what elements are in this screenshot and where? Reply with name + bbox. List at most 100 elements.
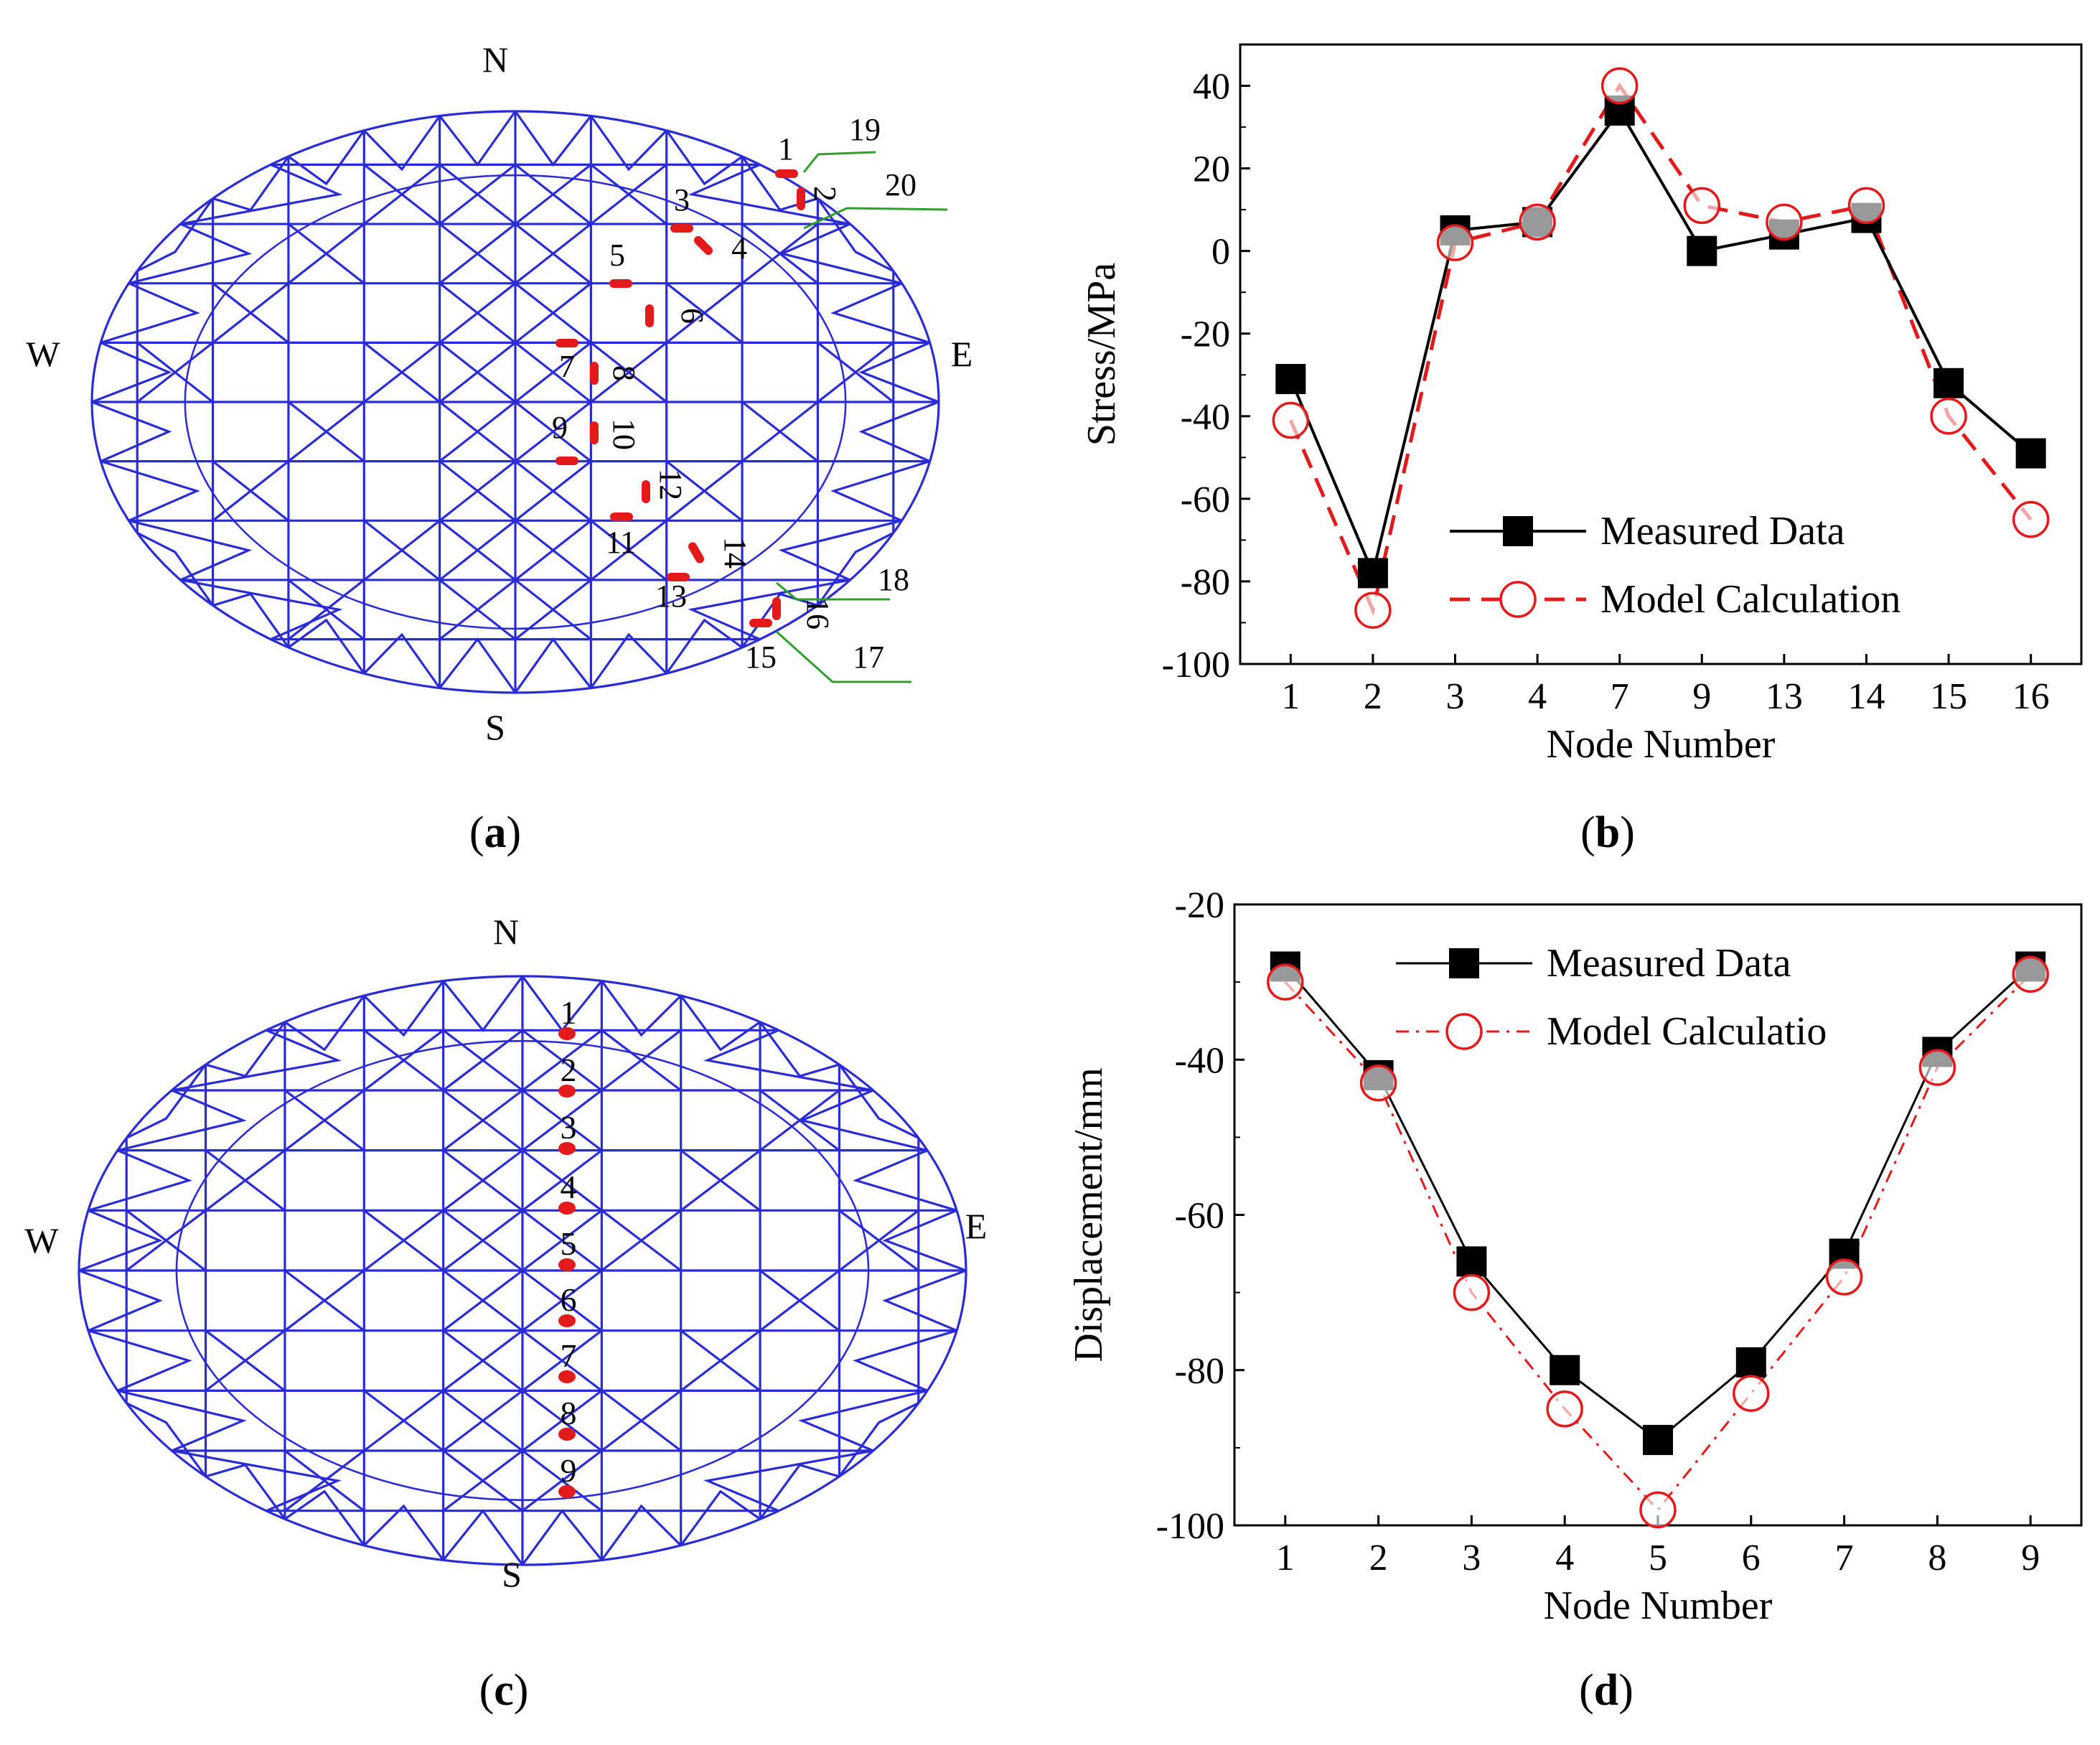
grid-web-member xyxy=(522,1329,603,1392)
stress-node-label: 5 xyxy=(609,238,625,273)
stress-gauge-marker xyxy=(610,513,633,521)
x-tick-label: 8 xyxy=(1928,1538,1946,1578)
y-tick-label: -20 xyxy=(1181,314,1230,355)
y-tick-label: -100 xyxy=(1162,645,1230,686)
stress-node-label: 13 xyxy=(655,579,687,614)
measured-point xyxy=(1550,1355,1580,1385)
grid-edge-member xyxy=(882,1209,967,1272)
y-tick-label: -20 xyxy=(1175,885,1224,926)
grid-web-member xyxy=(601,1390,682,1452)
measured-point xyxy=(1275,364,1306,395)
displacement-node-marker xyxy=(558,1314,576,1327)
stress-gauge-marker xyxy=(645,304,654,327)
model-point xyxy=(1354,591,1392,629)
grid-c-annotations: 1 2 3 4 5 6 7 8 9 xyxy=(558,994,577,1498)
displacement-node-label: 2 xyxy=(561,1052,577,1088)
x-tick-label: 1 xyxy=(1281,676,1300,717)
grid-edge-member xyxy=(100,282,200,344)
stress-gauge-marker xyxy=(772,597,781,620)
compass-south-a: S xyxy=(485,707,505,747)
measured-point xyxy=(1933,368,1964,398)
model-point xyxy=(1918,1049,1956,1086)
x-tick-label: 13 xyxy=(1766,676,1803,717)
grid-web-member xyxy=(363,342,441,403)
legend-measured-marker xyxy=(1503,516,1533,546)
measured-point xyxy=(2015,438,2046,469)
grid-edge-member xyxy=(442,976,524,1032)
grid-inner-ring xyxy=(184,174,847,630)
grid-edge-member xyxy=(439,637,517,693)
panel-label-a: (a) xyxy=(469,808,521,857)
legend-model-label: Model Calculation xyxy=(1600,577,1900,622)
grid-edge-member xyxy=(601,1504,682,1561)
grid-edge-member xyxy=(363,1504,444,1561)
stress-node-label: 7 xyxy=(559,349,575,384)
displacement-node-label: 6 xyxy=(561,1281,577,1318)
displacement-node-label: 1 xyxy=(561,994,577,1031)
grid-edge-member xyxy=(284,1489,365,1546)
grid-edge-member xyxy=(838,1064,919,1139)
displacement-node-marker xyxy=(558,1258,576,1271)
grid-edge-member xyxy=(180,163,343,225)
x-axis-label: Node Number xyxy=(1544,1583,1773,1628)
stress-gauge-marker xyxy=(590,421,599,444)
grid-inner-ring xyxy=(175,1039,870,1502)
grid-edge-member xyxy=(117,1089,247,1152)
grid-web-member xyxy=(759,1269,840,1332)
y-tick-label: 40 xyxy=(1193,67,1230,108)
grid-web-member xyxy=(439,579,516,640)
model-point xyxy=(1733,1375,1770,1412)
measured-point xyxy=(1643,1425,1673,1456)
grid-edge-member xyxy=(703,1029,873,1092)
grid-edge-member xyxy=(172,1029,342,1092)
grid-edge-member xyxy=(287,618,365,675)
grid-web-member xyxy=(442,1449,523,1512)
model-point xyxy=(1546,1390,1583,1428)
model-point xyxy=(1267,963,1304,1001)
grid-web-member xyxy=(442,1329,523,1392)
x-tick-label: 9 xyxy=(2021,1538,2040,1578)
y-tick-label: 20 xyxy=(1193,149,1230,190)
stress-gauge-marker xyxy=(670,224,693,233)
grid-edge-member xyxy=(126,1402,207,1477)
grid-edge-member xyxy=(798,1089,928,1152)
grid-edge-member xyxy=(126,1064,207,1139)
grid-web-member xyxy=(439,460,516,522)
x-tick-label: 3 xyxy=(1446,676,1465,717)
stress-gauge-marker xyxy=(642,480,650,503)
grid-edge-member xyxy=(778,223,903,285)
grid-edge-member xyxy=(439,111,517,167)
grid-web-member xyxy=(442,1149,523,1212)
grid-edge-member xyxy=(78,1269,163,1332)
model-point xyxy=(1359,1064,1397,1102)
plot-frame xyxy=(1239,43,2083,665)
grid-web-member xyxy=(515,401,592,462)
legend-measured-label: Measured Data xyxy=(1547,941,1791,986)
grid-edge-member xyxy=(665,129,744,186)
model-point xyxy=(1825,1258,1863,1296)
model-point xyxy=(2012,955,2049,993)
stress-gauge-marker xyxy=(749,619,772,627)
x-tick-label: 1 xyxy=(1276,1538,1295,1578)
x-tick-label: 4 xyxy=(1528,676,1547,717)
grid-web-member xyxy=(439,342,516,403)
grid-edge-member xyxy=(514,111,592,167)
x-tick-label: 6 xyxy=(1742,1538,1761,1578)
grid-edge-member xyxy=(688,579,850,641)
grid-web-member xyxy=(522,1029,603,1092)
support-label: 20 xyxy=(885,167,917,202)
grid-web-member xyxy=(601,1029,682,1092)
grid-edge-member xyxy=(172,1449,342,1512)
grid-web-member xyxy=(283,1449,365,1512)
model-point xyxy=(1847,187,1885,225)
stress-node-label: 12 xyxy=(653,469,688,500)
grid-edge-member xyxy=(858,341,939,403)
model-series-line xyxy=(1289,82,2033,617)
grid-edge-member xyxy=(830,460,931,522)
compass-east-c: E xyxy=(965,1206,988,1246)
model-point xyxy=(1436,224,1474,261)
grid-edge-member xyxy=(363,632,441,689)
stress-chart: -100 -80 -60 -40 -20 0 20 40 1 2 3 4 7 9 13 14 15 16 Node … xyxy=(1079,43,2083,767)
grid-web-member xyxy=(665,282,744,344)
